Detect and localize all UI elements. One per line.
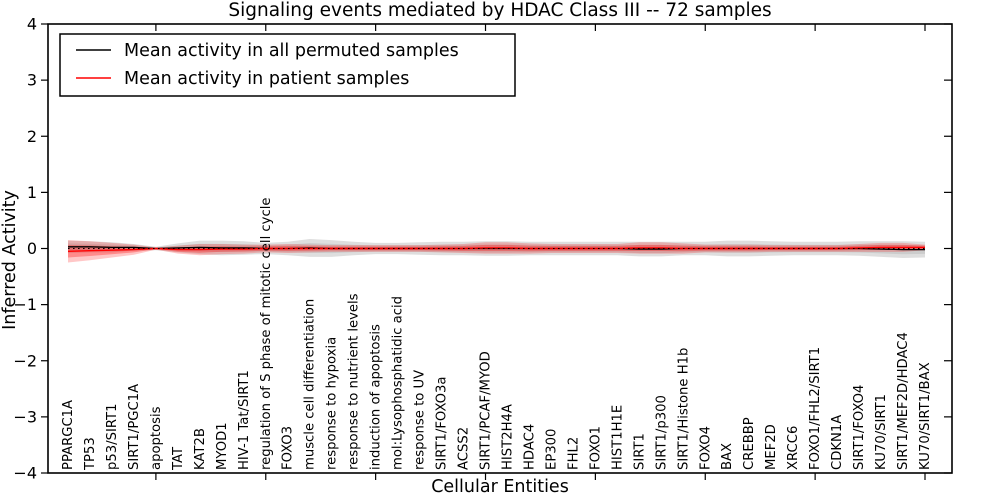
x-tick-label: FOXO1: [588, 426, 603, 470]
x-tick-label: HIST1H1E: [610, 405, 625, 470]
x-tick-label: regulation of S phase of mitotic cell cy…: [259, 197, 274, 470]
x-tick-label: CREBBP: [742, 417, 757, 470]
x-tick-label: muscle cell differentiation: [303, 299, 318, 470]
x-tick-label: p53/SIRT1: [105, 403, 120, 470]
x-tick-label: FOXO4: [698, 426, 713, 470]
x-tick-label: KU70/SIRT1/BAX: [918, 362, 933, 470]
x-tick-label: SIRT1: [632, 433, 647, 470]
x-tick-label: SIRT1/p300: [654, 395, 669, 470]
x-tick-label: SIRT1/Histone H1b: [676, 348, 691, 470]
x-tick-label: KAT2B: [193, 428, 208, 470]
y-tick-label: 3: [27, 71, 37, 90]
x-tick-label: BAX: [720, 443, 735, 470]
x-tick-label: SIRT1/PGC1A: [127, 384, 142, 470]
chart-title: Signaling events mediated by HDAC Class …: [228, 0, 771, 21]
y-tick-label: 4: [27, 15, 37, 34]
patient-band-outer: [68, 240, 925, 263]
x-tick-label: PPARGC1A: [61, 400, 76, 470]
x-axis-label: Cellular Entities: [431, 477, 569, 497]
x-tick-label: KU70/SIRT1: [874, 394, 889, 470]
x-tick-label: TP53: [83, 437, 98, 471]
y-tick-labels-layer: 4 3 2 1 0 −1 −2 −3 −4: [13, 15, 37, 483]
series-lines-layer: [67, 246, 925, 252]
x-tick-label: response to nutrient levels: [347, 293, 362, 470]
x-tick-label: MEF2D: [764, 424, 779, 470]
x-tick-label: induction of apoptosis: [369, 324, 384, 470]
legend-box: [59, 33, 516, 97]
x-tick-label: FHL2: [566, 437, 581, 470]
x-tick-label: XRCC6: [786, 426, 801, 470]
x-tick-label: TAT: [171, 446, 186, 471]
ticks-layer: [41, 23, 952, 480]
x-tick-label: mol:Lysophosphatidic acid: [391, 296, 406, 470]
x-tick-label: response to hypoxia: [325, 337, 340, 470]
y-tick-label: 1: [27, 183, 37, 202]
x-tick-label: ACSS2: [457, 427, 472, 470]
y-tick-label: −2: [13, 351, 37, 370]
y-tick-label: −4: [13, 464, 37, 483]
x-tick-label: CDKN1A: [830, 415, 845, 470]
legend: Mean activity in all permuted samples Me…: [59, 33, 516, 97]
x-tick-label: SIRT1/MEF2D/HDAC4: [896, 332, 911, 470]
x-tick-label: apoptosis: [149, 406, 164, 470]
x-tick-label: EP300: [544, 429, 559, 470]
x-tick-label: FOXO3: [281, 426, 296, 470]
legend-label-patient: Mean activity in patient samples: [124, 69, 409, 89]
x-tick-label: SIRT1/PCAF/MYOD: [479, 351, 494, 470]
x-tick-label: HIV-1 Tat/SIRT1: [237, 370, 252, 470]
x-tick-label: response to UV: [413, 370, 428, 470]
y-axis-label: Inferred Activity: [0, 190, 20, 330]
x-tick-label: HDAC4: [522, 424, 537, 470]
y-tick-label: −1: [13, 295, 37, 314]
y-tick-label: 0: [27, 239, 37, 258]
x-tick-label: MYOD1: [215, 422, 230, 470]
x-tick-label: SIRT1/FOXO4: [852, 385, 867, 470]
x-tick-label: FOXO1/FHL2/SIRT1: [808, 347, 823, 470]
x-tick-label: HIST2H4A: [500, 404, 515, 470]
legend-label-permuted: Mean activity in all permuted samples: [124, 41, 459, 61]
patient-mean-line: [67, 246, 925, 252]
x-tick-label: SIRT1/FOXO3a: [435, 376, 450, 470]
y-tick-label: 2: [27, 127, 37, 146]
y-tick-label: −3: [13, 407, 37, 426]
x-tick-labels-layer: PPARGC1A TP53 p53/SIRT1 SIRT1/PGC1A apoptosi…: [61, 197, 933, 471]
